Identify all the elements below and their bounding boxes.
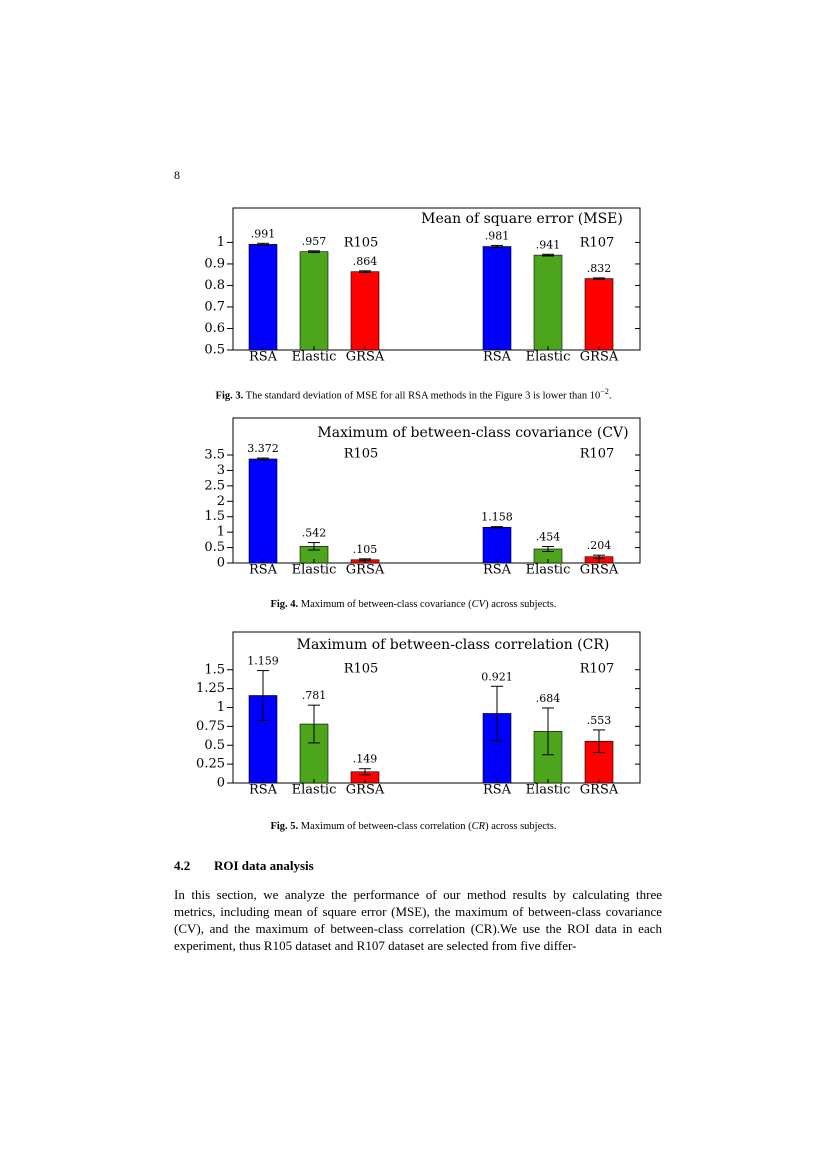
annotation: R105 — [344, 236, 379, 251]
caption-label: Fig. 5. — [270, 821, 299, 832]
caption: Fig. 4. Maximum of between-class covaria… — [0, 599, 827, 610]
value-label: 3.372 — [247, 442, 279, 455]
value-label: .204 — [587, 539, 612, 552]
caption-italic: CR — [471, 821, 486, 832]
caption-text: ) across subjects. — [485, 599, 557, 610]
x-tick-label: Elastic — [526, 563, 571, 578]
bar — [350, 271, 380, 351]
x-tick-label: RSA — [249, 783, 278, 798]
section-heading: 4.2 ROI data analysis — [174, 858, 314, 874]
value-label: .149 — [353, 753, 378, 766]
value-label: .553 — [587, 714, 612, 727]
caption-label: Fig. 3. — [215, 390, 244, 402]
caption-italic: CV — [471, 599, 486, 610]
bar — [482, 526, 512, 564]
page-number: 8 — [174, 168, 180, 182]
y-tick-label: 0.8 — [204, 278, 225, 293]
y-tick-label: 0.5 — [204, 343, 225, 358]
value-label: 1.158 — [481, 511, 513, 524]
y-tick-label: 0 — [217, 776, 225, 791]
x-tick-label: RSA — [249, 563, 278, 578]
y-tick-label: 1.25 — [196, 681, 225, 696]
value-label: .684 — [536, 692, 561, 705]
value-label: 0.921 — [481, 670, 513, 683]
caption-text: ) across subjects. — [485, 821, 557, 832]
bar — [248, 458, 278, 564]
y-tick-label: 0.6 — [204, 321, 225, 336]
value-label: 1.159 — [247, 655, 279, 668]
paragraph: In this section, we analyze the performa… — [174, 887, 662, 953]
annotation: R107 — [580, 236, 615, 251]
x-tick-label: RSA — [483, 563, 512, 578]
x-tick-label: GRSA — [580, 563, 619, 578]
bar — [299, 251, 329, 351]
y-tick-label: 0 — [217, 556, 225, 571]
annotation: R105 — [344, 662, 379, 677]
x-tick-label: Elastic — [526, 350, 571, 365]
section-number: 4.2 — [174, 858, 191, 873]
chart-title: Maximum of between-class covariance (CV) — [317, 425, 628, 441]
value-label: .105 — [353, 543, 378, 556]
annotation: R107 — [580, 447, 615, 462]
y-tick-label: 2.5 — [204, 478, 225, 493]
y-tick-label: 0.9 — [204, 256, 225, 271]
value-label: .542 — [302, 527, 327, 540]
y-tick-label: 0.5 — [204, 738, 225, 753]
x-tick-label: RSA — [249, 350, 278, 365]
caption-text: . — [608, 390, 612, 402]
value-label: .957 — [302, 235, 327, 248]
x-tick-label: Elastic — [526, 783, 571, 798]
bar — [584, 278, 614, 351]
x-tick-label: GRSA — [346, 350, 385, 365]
x-tick-label: RSA — [483, 783, 512, 798]
y-tick-label: 2 — [217, 494, 225, 509]
x-tick-label: Elastic — [292, 783, 337, 798]
x-tick-label: GRSA — [346, 563, 385, 578]
value-label: .454 — [536, 531, 561, 544]
x-tick-label: Elastic — [292, 350, 337, 365]
annotation: R105 — [344, 447, 379, 462]
y-tick-label: 1.5 — [204, 662, 225, 677]
value-label: .832 — [587, 262, 612, 275]
value-label: .941 — [536, 238, 561, 251]
value-label: .991 — [251, 227, 276, 240]
y-tick-label: 0.75 — [196, 719, 225, 734]
caption: Fig. 3. The standard deviation of MSE fo… — [0, 387, 827, 402]
caption-text: Maximum of between-class covariance ( — [298, 599, 472, 610]
x-tick-label: Elastic — [292, 563, 337, 578]
x-tick-label: GRSA — [580, 350, 619, 365]
caption-text: The standard deviation of MSE for all RS… — [243, 390, 601, 402]
annotation: R107 — [580, 662, 615, 677]
y-tick-label: 3.5 — [204, 448, 225, 463]
chart-title: Maximum of between-class correlation (CR… — [297, 637, 610, 653]
caption-sup: −2 — [600, 387, 609, 396]
bar — [248, 244, 278, 351]
plot-frame — [232, 207, 641, 351]
y-tick-label: 1 — [217, 525, 225, 540]
x-tick-label: GRSA — [346, 783, 385, 798]
x-tick-label: GRSA — [580, 783, 619, 798]
value-label: .864 — [353, 255, 378, 268]
x-tick-label: RSA — [483, 350, 512, 365]
bar — [533, 254, 563, 351]
y-tick-label: 1 — [217, 700, 225, 715]
plot-frame — [232, 631, 641, 784]
value-label: .981 — [485, 229, 510, 242]
y-tick-label: 0.5 — [204, 540, 225, 555]
y-tick-label: 1.5 — [204, 509, 225, 524]
y-tick-label: 0.25 — [196, 757, 225, 772]
caption-text: Maximum of between-class correlation ( — [298, 821, 472, 832]
plot-frame — [232, 417, 641, 564]
chart-title: Mean of square error (MSE) — [421, 211, 623, 227]
bar — [482, 246, 512, 351]
value-label: .781 — [302, 689, 327, 702]
caption-label: Fig. 4. — [270, 599, 299, 610]
section-title: ROI data analysis — [214, 858, 314, 873]
y-tick-label: 0.7 — [204, 299, 225, 314]
y-tick-label: 1 — [217, 235, 225, 250]
caption: Fig. 5. Maximum of between-class correla… — [0, 821, 827, 832]
y-tick-label: 3 — [217, 463, 225, 478]
